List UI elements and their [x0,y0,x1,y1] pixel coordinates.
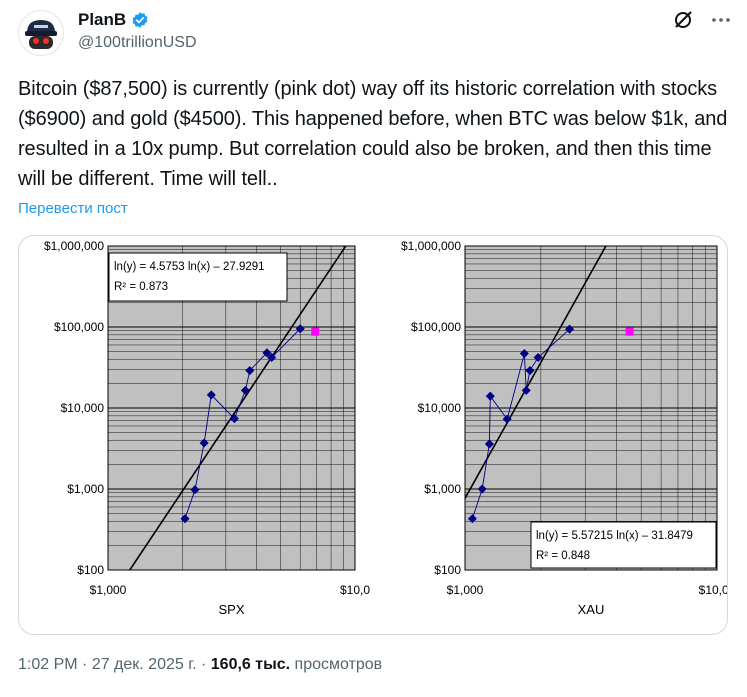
y-tick-label: $100 [434,563,461,577]
equation-box [108,252,288,302]
meta-separator: · [77,656,92,673]
data-point [477,484,487,494]
tweet-media-image[interactable]: $1,000,000 $100,000 $10,000 $1,000 $100 $1,00… [18,235,728,635]
x-tick-label: $1,000 [447,583,484,597]
y-tick-label: $1,000 [67,482,104,496]
author-handle[interactable]: @100trillionUSD [78,34,197,51]
plot-border [464,245,718,571]
x-tick-label: $1,000 [90,583,127,597]
r-squared-text: R² = 0.873 [114,281,168,293]
x-tick-label: $10,0 [340,583,370,597]
tweet-date[interactable]: 27 дек. 2025 г. [91,656,197,673]
r-squared-text: R² = 0.848 [536,550,590,562]
series-line [184,328,301,519]
translate-post-link[interactable]: Перевести пост [18,200,128,217]
plot-border [107,245,356,571]
author-name[interactable]: PlanB [78,10,127,29]
current-point [625,327,634,336]
views-label: просмотров [290,656,383,673]
tweet-meta: 1:02 PM · 27 дек. 2025 г. · 160,6 тыс. п… [18,656,382,674]
data-point [245,366,255,376]
author-name-row[interactable]: PlanB [78,10,149,30]
trendline [465,246,607,500]
current-point [311,327,320,336]
y-tick-label: $100 [77,563,104,577]
y-tick-label: $100,000 [54,320,104,334]
y-tick-label: $100,000 [411,320,461,334]
x-axis-label: SPX [218,602,244,617]
charts-image: $1,000,000 $100,000 $10,000 $1,000 $100 $1,00… [44,239,727,617]
data-point [519,349,529,359]
red-eyes-hat-avatar-icon [25,20,57,49]
more-options-icon[interactable] [709,8,733,32]
meta-separator: · [196,656,211,673]
y-tick-label: $1,000 [424,482,461,496]
y-tick-label: $10,000 [61,401,105,415]
header-actions [671,8,733,32]
y-tick-label: $1,000,000 [401,239,461,253]
avatar[interactable] [18,10,64,56]
equation-text: ln(y) = 4.5753 ln(x) – 27.9291 [114,261,265,273]
views-count: 160,6 тыс. [210,656,291,673]
y-tick-label: $1,000,000 [44,239,104,253]
data-point [199,438,209,448]
data-point [180,514,190,524]
chart-spx: $1,000,000 $100,000 $10,000 $1,000 $100 $1,00… [44,239,370,617]
series-line [471,328,570,519]
x-axis-label: XAU [578,602,605,617]
data-point [295,324,305,334]
verified-badge-icon[interactable] [131,11,149,29]
grok-icon[interactable] [671,8,695,32]
equation-box [530,521,717,569]
y-tick-label: $10,000 [418,401,462,415]
tweet-time[interactable]: 1:02 PM [18,656,78,673]
equation-text: ln(y) = 5.57215 ln(x) – 31.8479 [536,530,693,542]
x-tick-label: $10,00 [699,583,727,597]
chart-xau: $1,000,000 $100,000 $10,000 $1,000 $100 $1,00… [401,239,727,617]
tweet-text: Bitcoin ($87,500) is currently (pink dot… [18,78,728,190]
